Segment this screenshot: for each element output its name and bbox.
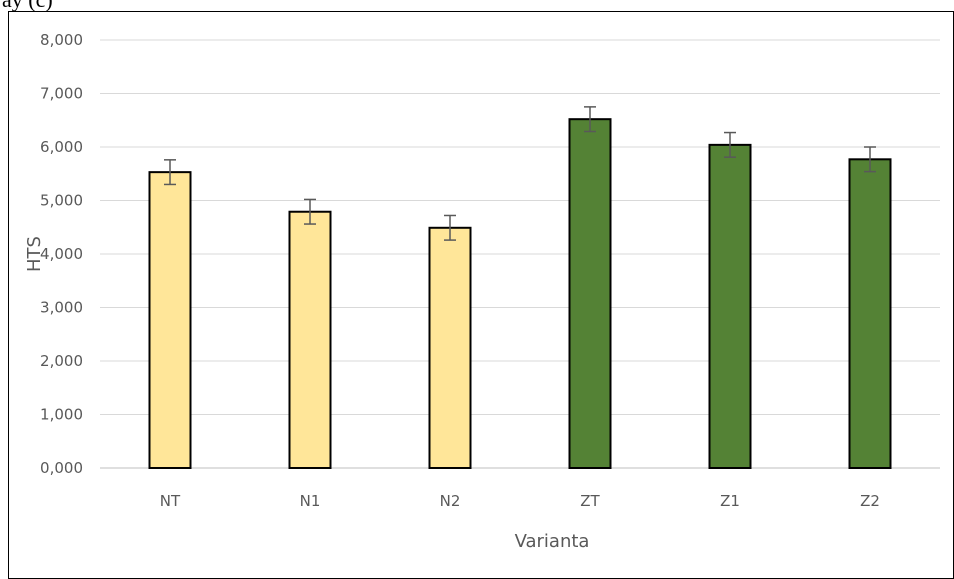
bar-z2 [848, 158, 892, 469]
x-tick-label: N2 [440, 492, 461, 510]
x-tick-label: N1 [300, 492, 321, 510]
y-axis-title: HTS [24, 236, 45, 272]
error-bar-n1 [304, 198, 316, 225]
x-tick-label: Z1 [720, 492, 740, 510]
y-tick-label: 1,000 [40, 406, 83, 424]
error-bar-z2 [864, 146, 876, 173]
bar-nt [148, 171, 192, 470]
bar-n2 [428, 226, 472, 469]
error-bar-nt [164, 159, 176, 186]
y-tick-label: 8,000 [40, 31, 83, 49]
error-bar-zt [584, 106, 596, 133]
y-axis-tick-labels: 0,000 1,000 2,000 3,000 4,000 5,000 6,000 7,000… [40, 31, 83, 477]
x-tick-label: Z2 [860, 492, 880, 510]
y-tick-label: 6,000 [40, 138, 83, 156]
error-bars [164, 106, 876, 241]
partial-caption: ay (c) [2, 0, 53, 13]
bar-n1 [288, 210, 332, 470]
y-tick-label: 7,000 [40, 85, 83, 103]
bar-z1 [708, 143, 752, 470]
gridlines [100, 39, 940, 469]
x-axis-title: Varianta [515, 531, 590, 552]
y-tick-label: 2,000 [40, 352, 83, 370]
y-tick-label: 0,000 [40, 459, 83, 477]
bar-zt [568, 118, 612, 470]
x-tick-label: ZT [580, 492, 600, 510]
y-tick-label: 5,000 [40, 192, 83, 210]
x-axis-tick-labels: NT N1 N2 ZT Z1 Z2 [160, 492, 880, 510]
y-tick-label: 3,000 [40, 299, 83, 317]
error-bar-n2 [444, 214, 456, 241]
error-bar-z1 [724, 131, 736, 158]
x-tick-label: NT [160, 492, 181, 510]
y-tick-label: 4,000 [40, 245, 83, 263]
bars [148, 118, 892, 470]
